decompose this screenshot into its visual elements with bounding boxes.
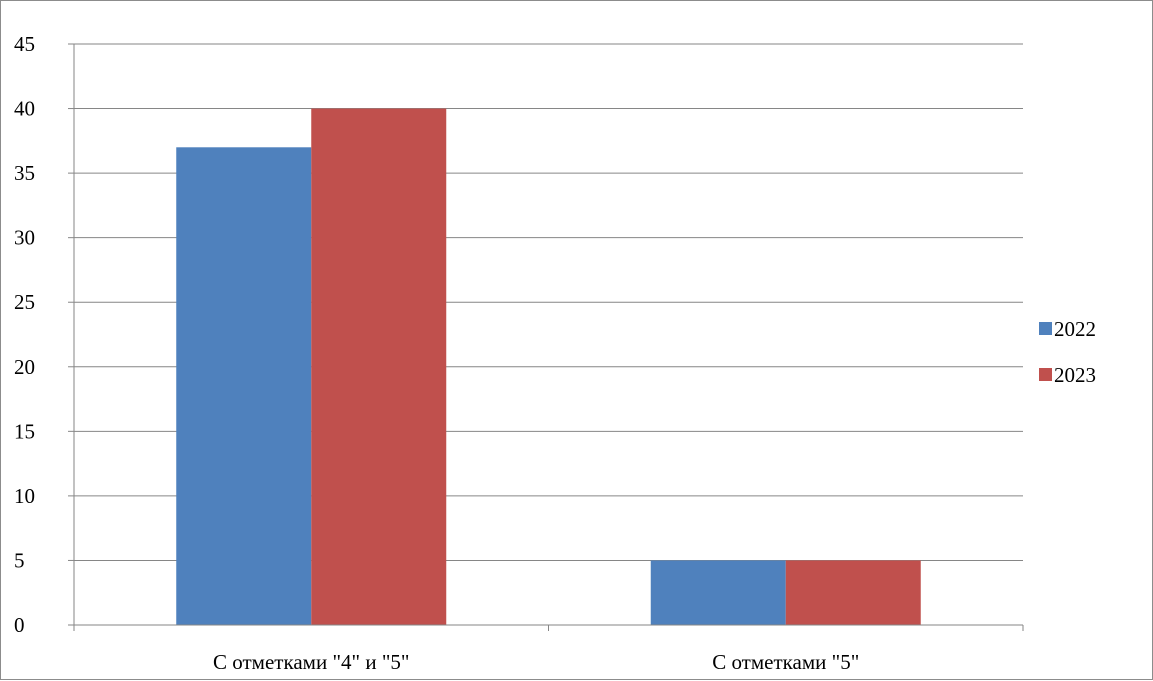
x-category-label: С отметками "4" и "5" (213, 650, 409, 674)
y-tick-label: 20 (14, 355, 35, 379)
bars (176, 108, 921, 626)
legend-label: 2022 (1054, 317, 1096, 341)
legend: 2022 2023 (1039, 317, 1096, 387)
y-tick-label: 35 (14, 161, 35, 185)
y-tick-labels: 0 5 10 15 20 25 30 35 40 45 (14, 32, 35, 637)
y-tick-label: 25 (14, 290, 35, 314)
legend-swatch (1039, 322, 1052, 335)
x-category-labels: С отметками "4" и "5" С отметками "5" (213, 650, 859, 674)
y-tick-label: 45 (14, 32, 35, 56)
y-tick-label: 30 (14, 226, 35, 250)
y-tick-label: 40 (14, 97, 35, 121)
legend-label: 2023 (1054, 363, 1096, 387)
bar-2023-1 (311, 108, 447, 626)
bar-2023-2 (785, 560, 921, 625)
y-tick-label: 5 (14, 548, 25, 572)
y-tick-label: 0 (14, 613, 25, 637)
bar-2022-2 (650, 560, 786, 625)
legend-swatch (1039, 368, 1052, 381)
y-tick-label: 15 (14, 419, 35, 443)
x-category-label: С отметками "5" (712, 650, 859, 674)
bar-2022-1 (176, 147, 312, 626)
y-tick-label: 10 (14, 484, 35, 508)
axes (68, 43, 1024, 631)
